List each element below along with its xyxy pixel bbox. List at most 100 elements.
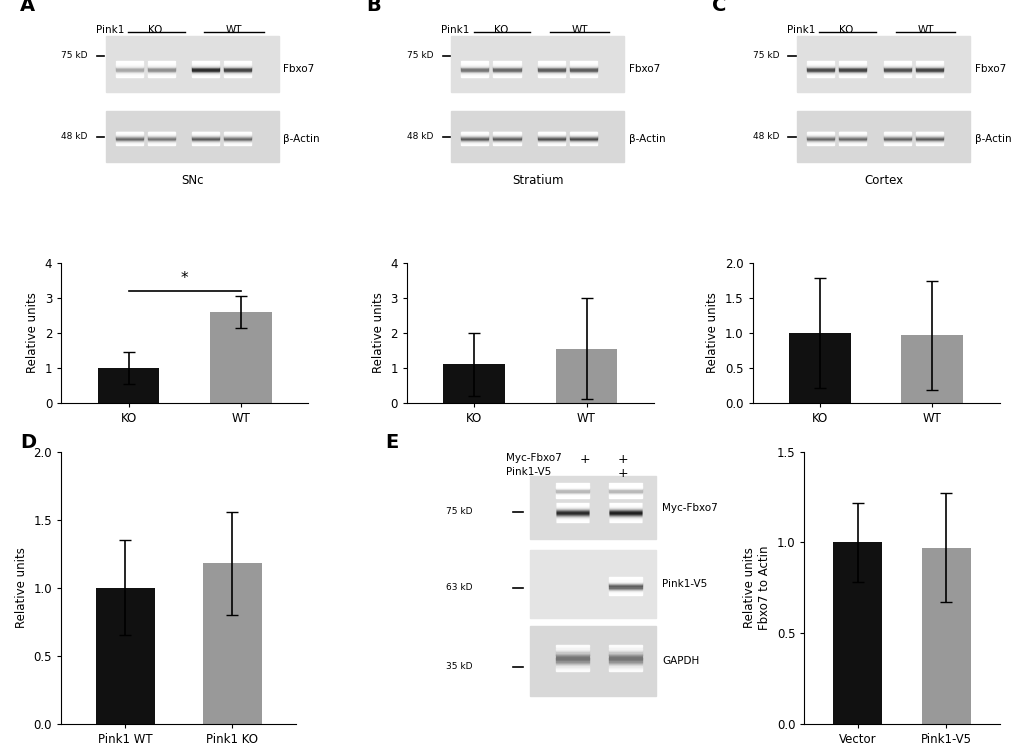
Text: Fbxo7: Fbxo7 bbox=[283, 64, 315, 75]
Bar bbox=[115, 143, 143, 144]
Bar bbox=[570, 131, 596, 132]
Bar bbox=[555, 653, 589, 654]
Bar bbox=[882, 61, 910, 62]
Text: 75 kD: 75 kD bbox=[61, 51, 88, 60]
Bar bbox=[529, 550, 655, 618]
Bar bbox=[570, 73, 596, 74]
Text: D: D bbox=[20, 433, 37, 452]
Bar bbox=[608, 660, 641, 662]
Bar bbox=[537, 70, 565, 71]
Bar bbox=[192, 70, 219, 71]
Bar bbox=[493, 74, 520, 75]
Bar bbox=[192, 74, 219, 75]
Bar bbox=[192, 143, 219, 144]
Bar bbox=[537, 140, 565, 141]
Bar bbox=[608, 492, 641, 493]
Bar bbox=[192, 62, 219, 63]
Bar bbox=[461, 65, 488, 66]
Bar bbox=[192, 140, 219, 141]
Bar bbox=[555, 649, 589, 650]
Bar bbox=[537, 136, 565, 137]
Bar bbox=[224, 143, 251, 144]
Bar bbox=[555, 509, 589, 510]
Bar bbox=[115, 137, 143, 138]
Bar bbox=[839, 76, 865, 77]
Bar bbox=[806, 133, 834, 134]
Bar bbox=[839, 67, 865, 68]
Bar bbox=[555, 667, 589, 668]
Bar bbox=[915, 61, 942, 62]
Bar bbox=[806, 135, 834, 136]
Bar bbox=[115, 135, 143, 136]
Bar bbox=[224, 65, 251, 66]
Bar bbox=[224, 68, 251, 69]
Bar bbox=[915, 140, 942, 141]
Text: WT: WT bbox=[225, 25, 243, 35]
Bar bbox=[115, 144, 143, 145]
Bar bbox=[493, 68, 520, 69]
Bar bbox=[493, 71, 520, 72]
Bar bbox=[915, 63, 942, 64]
Bar bbox=[608, 509, 641, 510]
Bar bbox=[570, 144, 596, 145]
Bar bbox=[882, 137, 910, 138]
Bar bbox=[203, 563, 262, 724]
Bar bbox=[608, 659, 641, 660]
Bar bbox=[839, 144, 865, 145]
Bar bbox=[555, 492, 589, 493]
Bar bbox=[570, 62, 596, 63]
Bar bbox=[915, 131, 942, 132]
Bar bbox=[839, 63, 865, 64]
Bar bbox=[537, 141, 565, 142]
Bar bbox=[839, 133, 865, 134]
Bar bbox=[806, 74, 834, 75]
Bar bbox=[461, 134, 488, 135]
Y-axis label: Relative units: Relative units bbox=[706, 292, 718, 374]
Bar bbox=[192, 61, 219, 62]
Text: Pink1-V5: Pink1-V5 bbox=[505, 467, 550, 477]
Bar bbox=[148, 65, 174, 66]
Bar bbox=[806, 141, 834, 142]
Bar bbox=[555, 662, 589, 663]
Bar bbox=[224, 139, 251, 140]
Bar bbox=[915, 141, 942, 142]
Bar bbox=[570, 140, 596, 141]
Bar bbox=[839, 61, 865, 62]
Bar bbox=[148, 66, 174, 67]
Bar bbox=[115, 64, 143, 65]
Bar bbox=[915, 64, 942, 65]
Bar bbox=[608, 591, 641, 592]
Bar bbox=[192, 75, 219, 76]
Text: Pink1: Pink1 bbox=[787, 25, 815, 35]
Bar bbox=[570, 76, 596, 77]
Bar bbox=[882, 68, 910, 69]
Bar bbox=[115, 71, 143, 72]
Bar bbox=[789, 333, 850, 403]
Text: β-Actin: β-Actin bbox=[629, 134, 665, 143]
Text: β-Actin: β-Actin bbox=[283, 134, 320, 143]
Bar bbox=[806, 68, 834, 69]
Bar bbox=[608, 645, 641, 646]
Bar bbox=[555, 348, 616, 403]
Bar bbox=[115, 70, 143, 71]
Bar bbox=[608, 507, 641, 509]
Bar bbox=[839, 142, 865, 143]
Bar bbox=[461, 144, 488, 145]
Bar bbox=[224, 62, 251, 63]
Bar bbox=[882, 62, 910, 63]
Bar bbox=[608, 504, 641, 506]
Bar bbox=[451, 36, 624, 93]
Bar bbox=[148, 139, 174, 140]
Bar bbox=[839, 143, 865, 144]
Bar bbox=[839, 73, 865, 74]
Bar bbox=[570, 63, 596, 64]
Bar bbox=[608, 521, 641, 522]
Text: KO: KO bbox=[148, 25, 162, 35]
Bar bbox=[555, 519, 589, 521]
Bar bbox=[148, 68, 174, 69]
Bar bbox=[570, 139, 596, 140]
Bar bbox=[555, 518, 589, 519]
Bar bbox=[461, 140, 488, 141]
Bar bbox=[537, 139, 565, 140]
Bar bbox=[570, 143, 596, 144]
